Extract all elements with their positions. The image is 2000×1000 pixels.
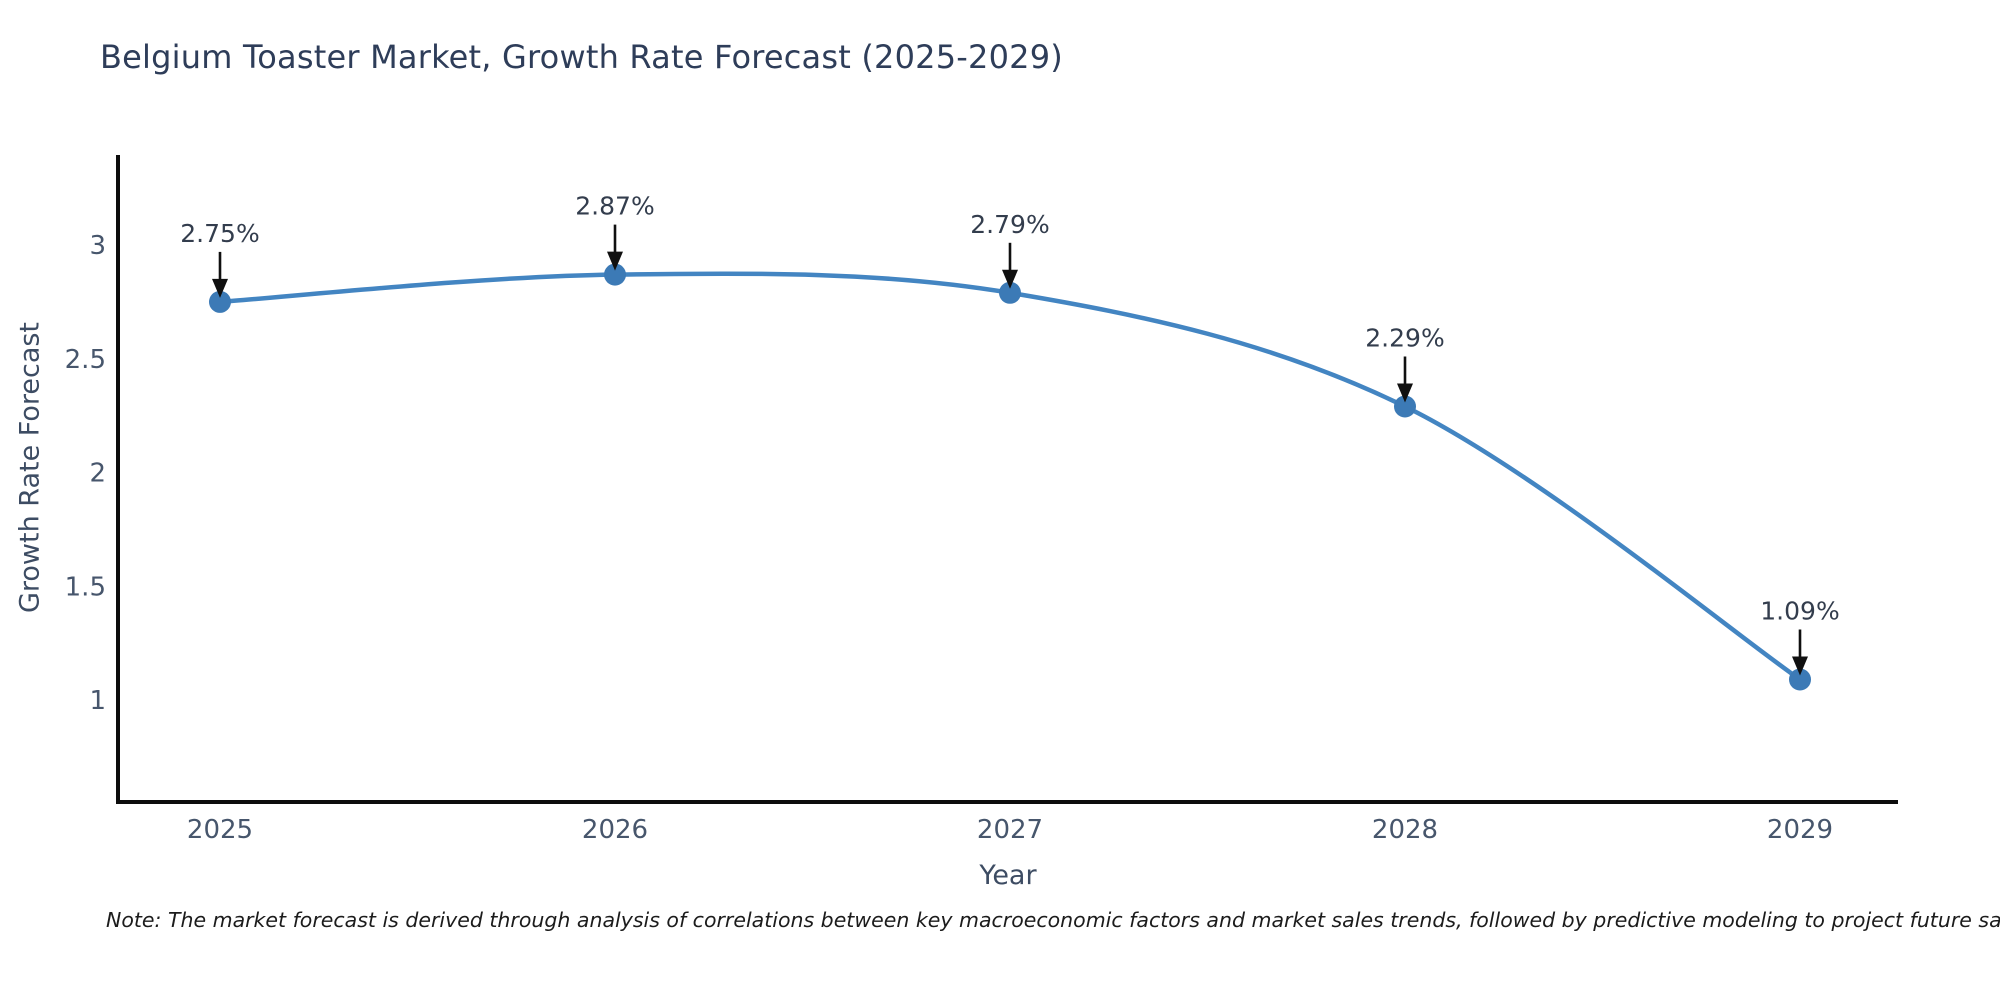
point-annotations: 2.75% 2.87% 2.79% 2.29% 1.09% bbox=[180, 192, 1840, 676]
axes bbox=[116, 155, 1898, 804]
y-tick-label: 1 bbox=[89, 686, 106, 716]
y-tick-label: 3 bbox=[89, 231, 106, 261]
annotation-arrow-head bbox=[1397, 383, 1413, 403]
annotation-arrow-head bbox=[1002, 269, 1018, 289]
annotation-label: 2.29% bbox=[1365, 324, 1444, 353]
data-point-marker bbox=[1789, 668, 1811, 691]
x-tick-label: 2027 bbox=[977, 815, 1043, 845]
x-tick-labels: 2025 2026 2027 2028 2029 bbox=[187, 815, 1833, 845]
data-point-marker bbox=[999, 281, 1021, 304]
data-point-marker bbox=[209, 290, 231, 313]
series-line bbox=[217, 271, 1803, 682]
annotation-arrow-head bbox=[1792, 656, 1808, 676]
annotation-label: 2.87% bbox=[575, 192, 654, 221]
annotation-label: 1.09% bbox=[1760, 597, 1839, 626]
x-tick-label: 2025 bbox=[187, 815, 253, 845]
annotation-label: 2.75% bbox=[180, 219, 259, 248]
annotation-arrow-head bbox=[607, 251, 623, 271]
y-tick-labels: 3 2.5 2 1.5 1 bbox=[65, 231, 106, 716]
footnote: Note: The market forecast is derived thr… bbox=[106, 908, 2000, 932]
data-point-markers bbox=[209, 263, 1811, 691]
x-tick-label: 2029 bbox=[1767, 815, 1833, 845]
x-tick-label: 2026 bbox=[582, 815, 648, 845]
y-tick-label: 1.5 bbox=[65, 572, 106, 602]
chart-title: Belgium Toaster Market, Growth Rate Fore… bbox=[100, 38, 1063, 76]
annotation-arrow-head bbox=[212, 278, 228, 298]
data-point-marker bbox=[604, 263, 626, 286]
y-tick-label: 2.5 bbox=[65, 345, 106, 375]
y-tick-label: 2 bbox=[89, 459, 106, 489]
x-axis-title: Year bbox=[979, 860, 1037, 891]
x-tick-label: 2028 bbox=[1372, 815, 1438, 845]
line-series bbox=[217, 271, 1803, 682]
annotation-label: 2.79% bbox=[970, 210, 1049, 239]
data-point-marker bbox=[1394, 395, 1416, 418]
